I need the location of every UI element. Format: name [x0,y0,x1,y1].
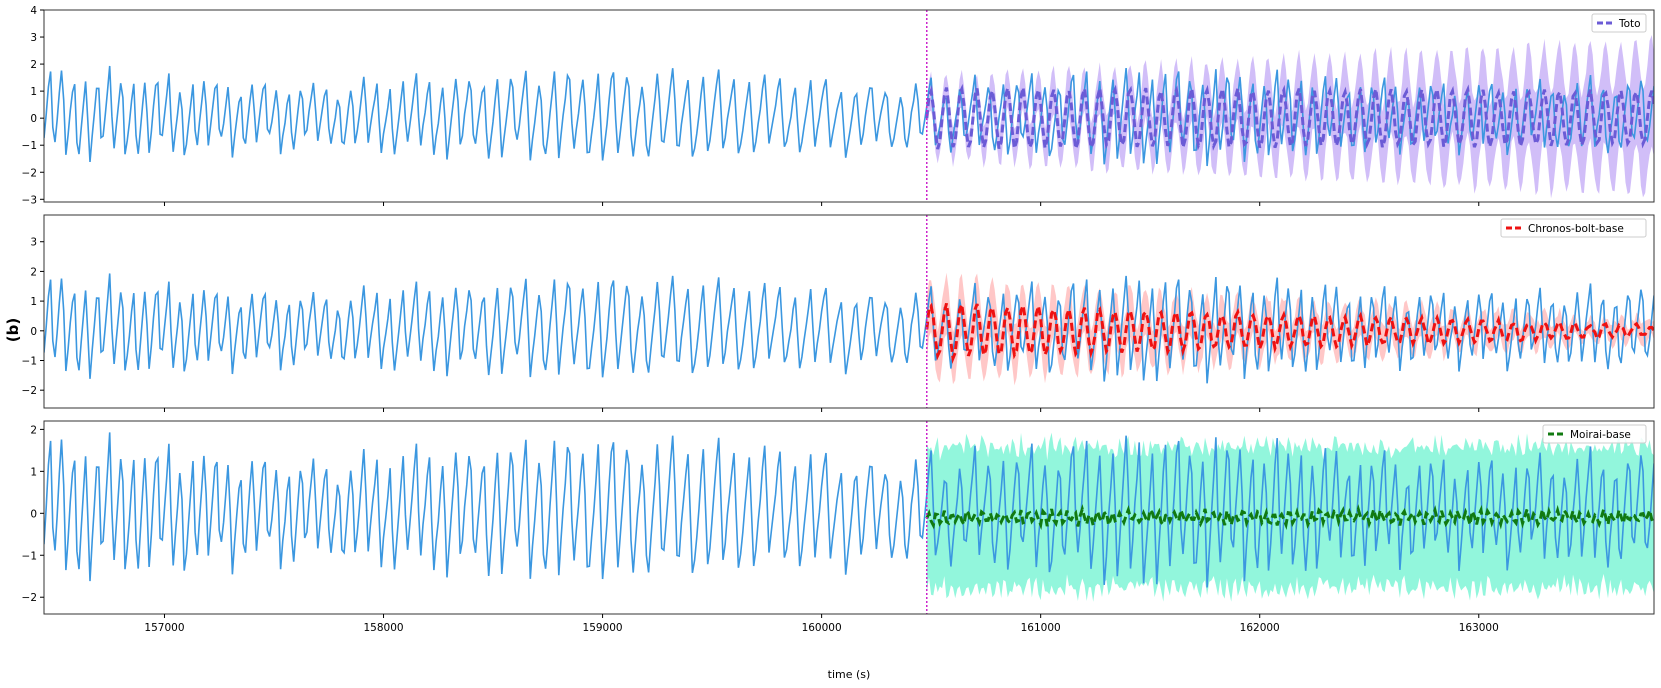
x-axis-label: time (s) [828,668,871,681]
forecast-median-line [925,83,1654,153]
legend-label: Moirai-base [1570,429,1631,441]
legend-box [1542,424,1647,444]
y-tick-label: 1 [30,86,37,98]
y-tick-label: −1 [22,140,37,152]
observed-series-line [44,65,1654,167]
forecast-band [926,432,1654,602]
panel-1: −3 −2 −1 0 1 2 3 4 Toto [22,5,1655,206]
y-tick-label: 3 [30,32,37,44]
y-tick-label: −1 [22,550,37,562]
forecast-band [926,272,1654,386]
y-tick-label: −2 [22,385,37,397]
panel-2: −2 −1 0 1 2 3 Chronos-bolt-base [22,214,1655,412]
panel-3: −2 −1 0 1 2 157000 158000 159000 160000 161000 162… [22,420,1655,634]
x-tick-label: 157000 [144,622,184,634]
forecast-median-line [925,298,1654,365]
y-tick-label: 1 [30,466,37,478]
x-tick-label: 159000 [583,622,623,634]
legend-label: Chronos-bolt-base [1528,223,1624,235]
axes-frame [43,214,1655,409]
y-tick-label: 0 [30,326,37,338]
y-tick-label: −1 [22,355,37,367]
y-tick-label: 2 [30,424,37,436]
x-tick-label: 162000 [1240,622,1280,634]
y-tick-label: 0 [30,113,37,125]
x-tick-label: 158000 [363,622,403,634]
axes-frame [43,9,1655,203]
y-tick-label: 2 [30,59,37,71]
y-tick-label: 1 [30,296,37,308]
y-tick-label: 4 [30,5,37,17]
x-tick-label: 160000 [802,622,842,634]
panel-label: (b) [4,318,22,342]
y-tick-label: −2 [22,592,37,604]
x-tick-label: 161000 [1021,622,1061,634]
forecast-median-line [925,503,1654,532]
observed-series-line [44,432,1654,588]
y-tick-label: −3 [22,194,37,206]
legend-label: Toto [1618,18,1641,30]
y-tick-label: 2 [30,266,37,278]
observed-series-line [44,273,1654,384]
y-tick-label: 3 [30,237,37,249]
legend-box [1500,218,1647,238]
x-tick-label: 163000 [1459,622,1499,634]
y-tick-label: 0 [30,508,37,520]
y-tick-label: −2 [22,167,37,179]
axes-frame [43,420,1655,615]
legend-box [1591,13,1647,33]
